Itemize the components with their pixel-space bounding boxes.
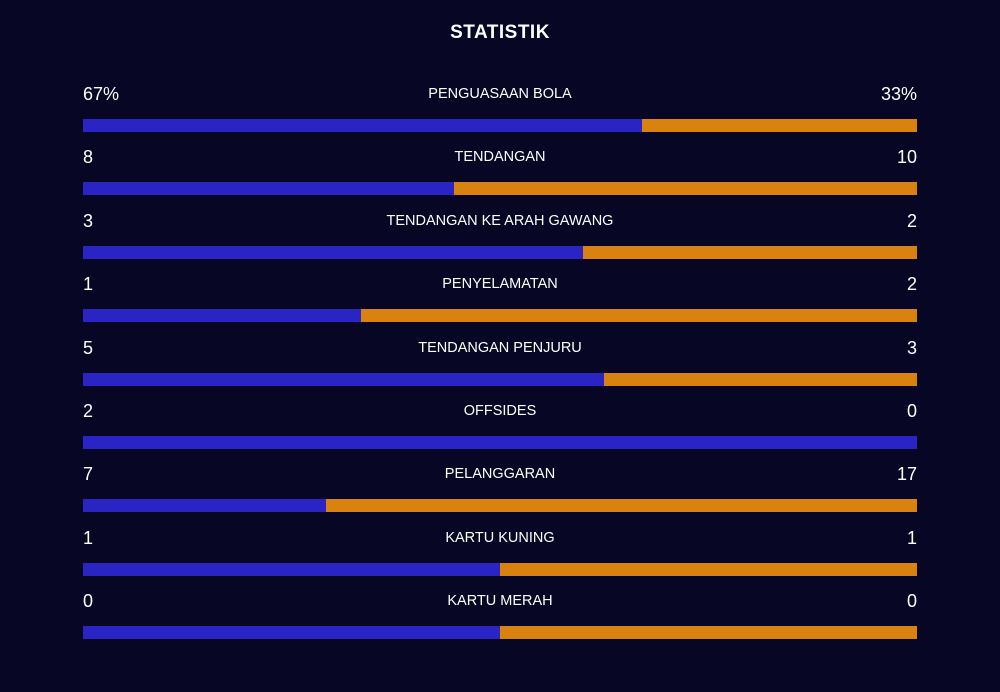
stats-list: 67% PENGUASAAN BOLA 33% 8 TENDANGAN 10 3… [83,80,917,651]
home-bar-segment [83,562,500,576]
home-bar-segment [83,435,917,449]
away-bar-segment [604,372,917,386]
stat-row-saves: 1 PENYELAMATAN 2 [83,270,917,333]
stat-label: TENDANGAN KE ARAH GAWANG [386,212,614,229]
home-value: 3 [83,210,94,231]
stat-row-possession: 67% PENGUASAAN BOLA 33% [83,80,917,143]
home-bar-segment [83,372,605,386]
stat-row-yellow-cards: 1 KARTU KUNING 1 [83,524,917,587]
stat-label: PENYELAMATAN [442,276,558,293]
stat-row-corners: 5 TENDANGAN PENJURU 3 [83,334,917,397]
home-value: 1 [83,274,94,295]
comparison-bar [83,309,917,323]
home-value: 0 [83,591,94,612]
home-bar-segment [83,182,454,196]
away-value: 17 [896,464,917,485]
home-value: 5 [83,337,94,358]
home-bar-segment [83,499,327,513]
stat-row-offsides: 2 OFFSIDES 0 [83,397,917,460]
stat-header: 67% PENGUASAAN BOLA 33% [83,80,917,108]
home-value: 2 [83,400,94,421]
stat-label: KARTU KUNING [445,529,555,546]
away-value: 0 [906,400,917,421]
stat-label: TENDANGAN [454,149,546,166]
comparison-bar [83,499,917,513]
stat-label: PENGUASAAN BOLA [428,86,572,102]
away-bar-segment [360,309,917,323]
comparison-bar [83,435,917,449]
home-bar-segment [83,626,500,640]
home-value: 67% [83,84,120,104]
comparison-bar [83,626,917,640]
stat-row-red-cards: 0 KARTU MERAH 0 [83,587,917,650]
comparison-bar [83,182,917,196]
stat-row-shots: 8 TENDANGAN 10 [83,143,917,206]
away-bar-segment [326,499,917,513]
stat-header: 7 PELANGGARAN 17 [83,460,917,488]
stat-header: 5 TENDANGAN PENJURU 3 [83,334,917,362]
away-bar-segment [500,562,917,576]
stat-row-shots-on-target: 3 TENDANGAN KE ARAH GAWANG 2 [83,207,917,270]
home-bar-segment [83,245,584,259]
away-value: 3 [906,337,917,358]
stat-row-fouls: 7 PELANGGARAN 17 [83,460,917,523]
away-value: 2 [906,210,917,231]
home-bar-segment [83,309,361,323]
away-value: 0 [906,591,917,612]
away-bar-segment [583,245,917,259]
stat-header: 0 KARTU MERAH 0 [83,587,917,615]
comparison-bar [83,119,917,132]
away-value: 33% [880,84,917,104]
away-value: 10 [896,147,917,168]
stat-header: 1 KARTU KUNING 1 [83,524,917,552]
home-value: 8 [83,147,94,168]
stat-label: KARTU MERAH [447,593,553,610]
away-bar-segment [453,182,917,196]
comparison-bar [83,245,917,259]
away-value: 2 [906,274,917,295]
away-bar-segment [641,119,917,132]
stat-header: 1 PENYELAMATAN 2 [83,270,917,298]
stat-label: TENDANGAN PENJURU [418,339,582,356]
home-bar-segment [83,119,642,132]
stat-header: 8 TENDANGAN 10 [83,143,917,171]
away-value: 1 [906,527,917,548]
stat-label: OFFSIDES [463,402,537,419]
home-value: 1 [83,527,94,548]
stat-header: 3 TENDANGAN KE ARAH GAWANG 2 [83,207,917,235]
away-bar-segment [500,626,917,640]
home-value: 7 [83,464,94,485]
comparison-bar [83,372,917,386]
stat-label: PELANGGARAN [444,466,556,483]
comparison-bar [83,562,917,576]
stat-header: 2 OFFSIDES 0 [83,397,917,425]
stats-title: STATISTIK [450,22,550,43]
